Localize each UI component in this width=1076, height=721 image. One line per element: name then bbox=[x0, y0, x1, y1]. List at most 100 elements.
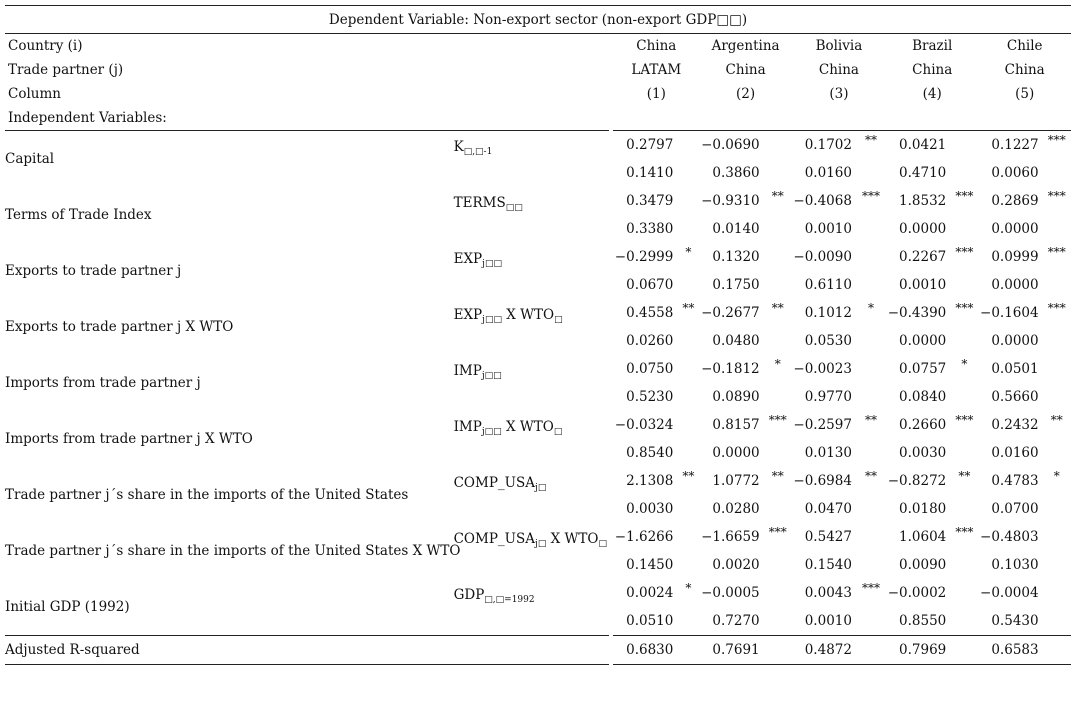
pvalue-cell: 0.0530 bbox=[804, 333, 852, 349]
pvalue-cell: 0.0010 bbox=[804, 221, 852, 237]
pvalue-cell: 0.0000 bbox=[991, 221, 1039, 237]
significance-stars bbox=[856, 243, 886, 271]
coefficient-cell: 0.1012 bbox=[804, 305, 852, 321]
pvalue-spacer bbox=[950, 607, 978, 636]
significance-stars bbox=[856, 355, 886, 383]
stars-text: ** bbox=[771, 301, 784, 315]
pvalue-row: 0.0510 0.7270 0.0010 0.8550 0.5430 bbox=[5, 607, 1071, 636]
variable-symbol: EXPj□□ bbox=[454, 243, 610, 299]
significance-stars bbox=[677, 187, 699, 215]
pvalue-spacer bbox=[950, 383, 978, 411]
significance-stars: *** bbox=[950, 299, 978, 327]
pvalue-cell: 0.3860 bbox=[712, 165, 760, 181]
pvalue-cell: 0.0160 bbox=[991, 445, 1039, 461]
pvalue-cell: 0.0160 bbox=[804, 165, 852, 181]
variable-symbol: IMPj□□ X WTO□ bbox=[454, 411, 610, 467]
stars-text: * bbox=[961, 357, 968, 371]
variable-label: Exports to trade partner j bbox=[5, 263, 182, 279]
pvalue-spacer bbox=[856, 495, 886, 523]
coef-row: Imports from trade partner j X WTO IMPj□□… bbox=[5, 411, 1071, 447]
coefficient-cell: −0.0690 bbox=[699, 130, 764, 159]
coefficient-cell: −0.4390 bbox=[887, 305, 947, 321]
symbol-subscript: j□□ bbox=[481, 371, 502, 381]
coefficient-cell: −0.0090 bbox=[793, 249, 852, 265]
country-header: Bolivia bbox=[815, 38, 863, 54]
stars-text: *** bbox=[862, 189, 881, 203]
coefficient-cell: −0.2677 bbox=[701, 305, 760, 321]
column-number: (2) bbox=[736, 86, 756, 102]
symbol-name: IMP bbox=[453, 363, 482, 379]
significance-stars: * bbox=[677, 579, 699, 607]
significance-stars bbox=[856, 523, 886, 551]
coefficient-cell: 0.1320 bbox=[712, 249, 760, 265]
coefficient-cell: −0.0005 bbox=[701, 585, 760, 601]
variable-symbol: TERMS□□ bbox=[454, 187, 610, 243]
pvalue-cell: 0.0010 bbox=[899, 277, 947, 293]
stars-text: *** bbox=[1047, 301, 1066, 315]
pvalue-cell: 0.1750 bbox=[712, 277, 760, 293]
partner-row: Trade partner (j) LATAM China China Chin… bbox=[5, 58, 1071, 82]
coefficient-cell: 0.2267 bbox=[899, 249, 947, 265]
pvalue-cell: 0.1030 bbox=[991, 557, 1039, 573]
pvalue-cell: 0.0140 bbox=[712, 221, 760, 237]
pvalue-spacer bbox=[950, 159, 978, 187]
r-squared-spacer bbox=[677, 635, 700, 665]
stars-text: *** bbox=[1047, 133, 1066, 147]
pvalue-cell: 0.5430 bbox=[991, 613, 1039, 629]
pvalue-cell: 0.6110 bbox=[804, 277, 852, 293]
significance-stars: ** bbox=[677, 467, 699, 495]
symbol-name: IMP bbox=[453, 419, 482, 435]
significance-stars bbox=[677, 411, 699, 439]
pvalue-cell: 0.9770 bbox=[804, 389, 852, 405]
coefficient-cell: 1.0772 bbox=[712, 473, 760, 489]
coefficient-cell: 0.1227 bbox=[978, 130, 1043, 159]
adjusted-r-squared-row: Adjusted R-squared 0.6830 0.7691 0.4872 0.79… bbox=[5, 635, 1071, 665]
symbol-subscript: j□□ bbox=[482, 315, 502, 325]
stars-text: *** bbox=[768, 525, 787, 539]
significance-stars bbox=[950, 130, 979, 159]
symbol-subscript: □,□=1992 bbox=[484, 595, 535, 605]
significance-stars: ** bbox=[764, 467, 792, 495]
pvalue-spacer bbox=[764, 159, 792, 187]
pvalue-spacer bbox=[950, 439, 978, 467]
pvalue-spacer bbox=[1043, 327, 1071, 355]
column-number: (5) bbox=[1015, 86, 1035, 102]
coefficient-cell: −1.6266 bbox=[614, 529, 674, 545]
pvalue-cell: 0.0000 bbox=[899, 221, 947, 237]
pvalue-cell: 0.8550 bbox=[899, 613, 947, 629]
adjusted-r-squared-symbol bbox=[453, 635, 610, 665]
variable-symbol: K□,□-1 bbox=[453, 130, 610, 187]
pvalue-spacer bbox=[677, 439, 699, 467]
coefficient-cell: 0.0501 bbox=[991, 361, 1039, 377]
pvalue-cell: 0.0510 bbox=[626, 613, 674, 629]
pvalue-cell: 0.0090 bbox=[899, 557, 947, 573]
stars-text: *** bbox=[862, 581, 881, 595]
coefficient-cell: 0.2869 bbox=[991, 193, 1039, 209]
coefficient-cell: 0.3479 bbox=[626, 193, 674, 209]
coefficient-cell: −0.4068 bbox=[793, 193, 852, 209]
pvalue-cell: 0.8540 bbox=[626, 445, 674, 461]
variable-symbol: COMP_USAj□ X WTO□ bbox=[454, 523, 610, 579]
pvalue-spacer bbox=[950, 551, 978, 579]
pvalue-cell: 0.0000 bbox=[991, 277, 1039, 293]
pvalue-spacer bbox=[856, 607, 886, 636]
coefficient-cell: 0.0750 bbox=[626, 361, 674, 377]
country-header: Brazil bbox=[912, 38, 953, 54]
coefficient-cell: 0.1702 bbox=[791, 130, 856, 159]
pvalue-spacer bbox=[1043, 215, 1071, 243]
pvalue-cell: 0.0030 bbox=[899, 445, 947, 461]
pvalue-cell: 0.1450 bbox=[626, 557, 674, 573]
stars-text: ** bbox=[958, 469, 971, 483]
independent-variables-label: Independent Variables: bbox=[8, 110, 167, 126]
pvalue-spacer bbox=[856, 439, 886, 467]
pvalue-cell: 0.5660 bbox=[991, 389, 1039, 405]
pvalue-spacer bbox=[1043, 439, 1071, 467]
significance-stars: ** bbox=[764, 187, 792, 215]
significance-stars bbox=[1043, 355, 1071, 383]
coef-row: Capital K□,□-1 0.2797 −0.0690 0.1702 ** 0.0421… bbox=[5, 130, 1071, 187]
coefficient-cell: 0.2660 bbox=[899, 417, 947, 433]
coefficient-cell: −0.8272 bbox=[887, 473, 947, 489]
coefficient-cell: −0.0324 bbox=[614, 417, 674, 433]
stars-text: *** bbox=[955, 525, 974, 539]
stars-text: ** bbox=[682, 301, 695, 315]
